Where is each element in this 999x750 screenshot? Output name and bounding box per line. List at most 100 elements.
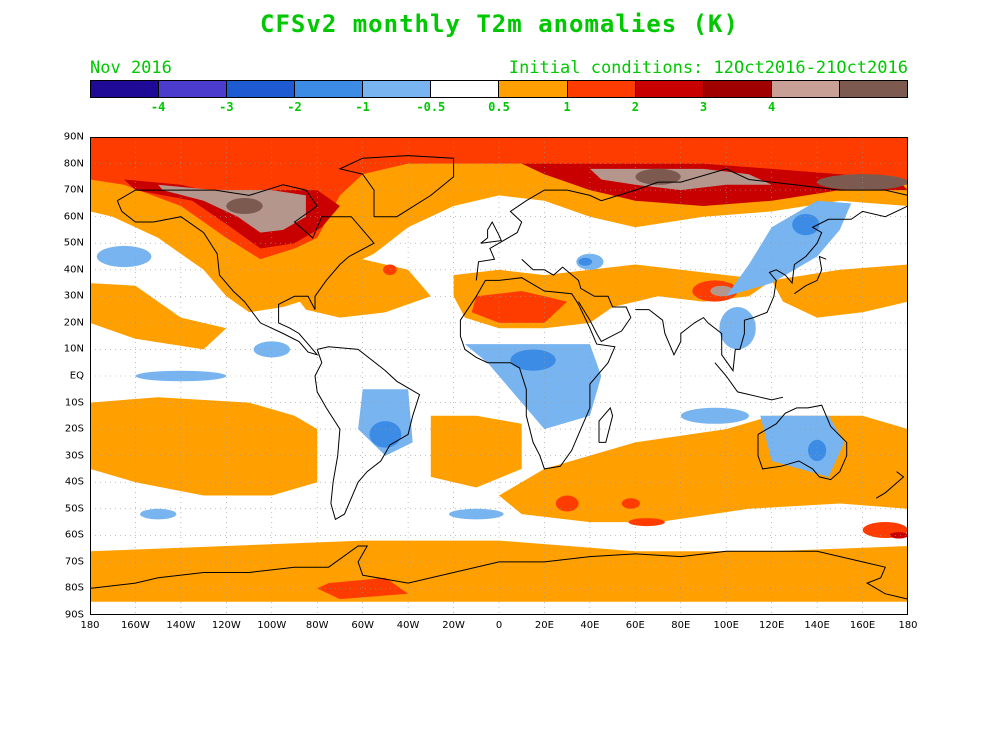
cool-anomaly-region (680, 407, 750, 424)
longitude-tick-label: 60W (351, 620, 374, 631)
latitude-tick-label: 80S (64, 582, 84, 594)
moderate-cool-anomaly-region (578, 257, 593, 266)
latitude-tick-label: 20S (64, 423, 84, 435)
longitude-tick-label: 160W (120, 620, 150, 631)
legend-swatch (431, 81, 500, 97)
moderate-cool-anomaly-region (792, 214, 820, 236)
anomaly-fields (90, 137, 908, 615)
british-isles-coastline (480, 220, 503, 244)
longitude-tick-label: 160E (849, 620, 876, 631)
legend-tick-label: 0.5 (488, 100, 510, 114)
longitude-tick-label: 40W (396, 620, 420, 631)
legend-swatch (703, 81, 772, 97)
latitude-tick-label: 90N (63, 131, 84, 143)
latitude-tick-label: 30S (64, 450, 84, 462)
latitude-tick-label: 70S (64, 556, 84, 568)
japan-coastline (794, 255, 827, 295)
antarctica-coastline (90, 545, 908, 600)
greenland-coastline (338, 155, 455, 218)
latitude-tick-label: 50S (64, 503, 84, 515)
strong-warm-anomaly-region (317, 577, 409, 600)
cool-anomaly-region (464, 344, 602, 430)
longitude-tick-label: 120W (211, 620, 241, 631)
legend-tick-label: -4 (150, 100, 166, 114)
north-america-coastline (116, 184, 375, 356)
latitude-tick-label: 80N (63, 158, 84, 170)
strong-warm-anomaly-region (621, 498, 640, 509)
latitude-tick-label: 40S (64, 476, 84, 488)
longitude-tick-label: 100E (713, 620, 739, 631)
plot-title: CFSv2 monthly T2m anomalies (K) (260, 10, 739, 38)
longitude-tick-label: 120E (758, 620, 785, 631)
south-america-coastline (314, 346, 421, 521)
strong-warm-anomaly-region (471, 291, 568, 323)
legend-swatch (227, 81, 296, 97)
longitude-tick-label: 140W (166, 620, 196, 631)
map-frame (90, 137, 908, 615)
latitude-tick-label: 60N (63, 211, 84, 223)
cool-anomaly-region (719, 307, 756, 350)
indonesia-coastline (714, 362, 784, 401)
warm-anomaly-region (430, 415, 522, 488)
africa-coastline (459, 277, 616, 470)
longitude-tick-label: 180 (898, 620, 918, 631)
legend-tick-label: -3 (219, 100, 234, 114)
legend-tick-label: 2 (631, 100, 639, 114)
initial-conditions-label: Initial conditions: 12Oct2016-21Oct2016 (508, 58, 908, 78)
legend-tick-label: 3 (699, 100, 708, 114)
latitude-tick-label: 10N (63, 343, 84, 355)
legend-swatch (159, 81, 228, 97)
latitude-tick-label: 90S (64, 609, 84, 621)
valid-month-label: Nov 2016 (90, 58, 172, 78)
cool-anomaly-region (253, 341, 290, 358)
latitude-tick-label: 30N (63, 290, 84, 302)
legend-swatch (635, 81, 704, 97)
color-legend-bar (90, 80, 908, 98)
longitude-tick-label: 20W (442, 620, 465, 631)
longitude-tick-label: 80E (671, 620, 691, 631)
color-legend-labels: -4 -3 -2 -1 -0.5 0.5 1 2 3 4 (90, 100, 908, 116)
cool-anomaly-region (96, 245, 152, 268)
latitude-tick-label: 10S (64, 397, 84, 409)
new-zealand-coastline (875, 471, 905, 499)
strong-warm-anomaly-region (555, 495, 579, 512)
cool-anomaly-region (726, 200, 852, 297)
legend-swatch (771, 81, 840, 97)
south-east-asia-coastline (635, 205, 908, 373)
legend-tick-label: 1 (563, 100, 571, 114)
legend-swatch (363, 81, 432, 97)
legend-tick-label: -1 (355, 100, 370, 114)
extreme-warm-anomaly-region (589, 168, 772, 191)
cool-anomaly-region (140, 508, 177, 520)
moderate-cool-anomaly-region (510, 349, 556, 371)
madagascar-coastline (598, 406, 614, 443)
cool-anomaly-region (449, 508, 504, 520)
latitude-tick-label: 20N (63, 317, 84, 329)
mediterranean-arabia-coastline (521, 258, 632, 343)
warm-anomaly-region (771, 264, 908, 318)
anomaly-map (90, 137, 908, 615)
latitude-tick-label: EQ (69, 370, 84, 382)
longitude-tick-label: 100W (257, 620, 287, 631)
warm-anomaly-region (90, 397, 318, 496)
longitude-tick-label: 20E (534, 620, 554, 631)
strong-warm-anomaly-region (628, 518, 665, 527)
moderate-cool-anomaly-region (808, 439, 827, 461)
longitude-tick-label: 60E (625, 620, 645, 631)
longitude-tick-label: 140E (804, 620, 830, 631)
extreme-warm-anomaly-region (710, 285, 734, 297)
coastlines (90, 155, 908, 600)
extreme-warm-core (635, 168, 681, 185)
strong-warm-anomaly-region (383, 264, 397, 276)
legend-swatch (567, 81, 636, 97)
longitude-tick-label: 40E (580, 620, 600, 631)
polar-cap (90, 601, 908, 615)
longitude-tick-label: 0 (495, 620, 503, 631)
legend-swatch (499, 81, 568, 97)
legend-swatch (839, 81, 907, 97)
legend-swatch (295, 81, 364, 97)
latitude-tick-label: 50N (63, 237, 84, 249)
warm-anomaly-region (90, 283, 227, 350)
australia-coastline (757, 404, 848, 481)
latitude-tick-label: 70N (63, 184, 84, 196)
